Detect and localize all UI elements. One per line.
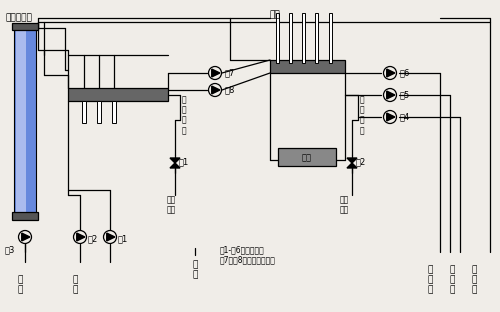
Text: 盐
酸: 盐 酸 bbox=[18, 275, 22, 295]
Text: 阀1: 阀1 bbox=[179, 158, 189, 167]
Bar bbox=[14, 28, 36, 213]
Polygon shape bbox=[212, 86, 220, 94]
Circle shape bbox=[384, 110, 396, 124]
Text: 泵5: 泵5 bbox=[400, 90, 410, 100]
Text: 溢
流
出
口: 溢 流 出 口 bbox=[182, 95, 186, 135]
Bar bbox=[288, 13, 292, 63]
Text: 电极: 电极 bbox=[270, 10, 281, 19]
Circle shape bbox=[104, 231, 117, 243]
Bar bbox=[68, 88, 168, 101]
Bar bbox=[16, 28, 26, 213]
Text: 泵2: 泵2 bbox=[88, 234, 98, 243]
Circle shape bbox=[208, 66, 222, 80]
Polygon shape bbox=[387, 91, 395, 99]
Text: 标
液: 标 液 bbox=[192, 260, 198, 280]
Circle shape bbox=[384, 66, 396, 80]
Text: 泵8: 泵8 bbox=[225, 85, 235, 95]
Polygon shape bbox=[22, 233, 30, 241]
Circle shape bbox=[18, 231, 32, 243]
Text: 废液
出口: 废液 出口 bbox=[167, 195, 176, 214]
Bar bbox=[12, 23, 38, 30]
Text: 水
样: 水 样 bbox=[72, 275, 78, 295]
Text: 泵4: 泵4 bbox=[400, 113, 410, 121]
Text: 镀
膜
液: 镀 膜 液 bbox=[450, 265, 454, 295]
Text: 紫外消解器: 紫外消解器 bbox=[5, 13, 32, 22]
Polygon shape bbox=[107, 233, 115, 241]
Polygon shape bbox=[170, 158, 180, 168]
Text: 溢
流
出
口: 溢 流 出 口 bbox=[360, 95, 364, 135]
Bar bbox=[270, 60, 345, 73]
Bar bbox=[302, 13, 304, 63]
Circle shape bbox=[384, 89, 396, 101]
Bar bbox=[276, 13, 278, 63]
Text: 废液
出口: 废液 出口 bbox=[340, 195, 349, 214]
Polygon shape bbox=[77, 233, 85, 241]
Polygon shape bbox=[387, 113, 395, 121]
Bar bbox=[112, 101, 116, 123]
Text: 泵1-泵6：为蠕动泵
泵7、泵8：脉冲微量泵。: 泵1-泵6：为蠕动泵 泵7、泵8：脉冲微量泵。 bbox=[220, 245, 276, 264]
Polygon shape bbox=[347, 158, 357, 168]
Bar bbox=[278, 148, 336, 166]
Polygon shape bbox=[387, 69, 395, 77]
Bar bbox=[82, 101, 86, 123]
Bar bbox=[97, 101, 101, 123]
Text: 泵1: 泵1 bbox=[118, 234, 128, 243]
Circle shape bbox=[208, 84, 222, 96]
Text: 搅拌: 搅拌 bbox=[302, 153, 312, 162]
Text: 电
解
液: 电 解 液 bbox=[472, 265, 476, 295]
Bar bbox=[12, 212, 38, 220]
Text: 蒸
馏
水: 蒸 馏 水 bbox=[428, 265, 432, 295]
Polygon shape bbox=[212, 69, 220, 77]
Text: 泵3: 泵3 bbox=[5, 245, 15, 254]
Circle shape bbox=[74, 231, 86, 243]
Bar bbox=[328, 13, 332, 63]
Text: 泵7: 泵7 bbox=[225, 69, 235, 77]
Bar bbox=[314, 13, 318, 63]
Text: 阀2: 阀2 bbox=[356, 158, 366, 167]
Text: 泵6: 泵6 bbox=[400, 69, 410, 77]
